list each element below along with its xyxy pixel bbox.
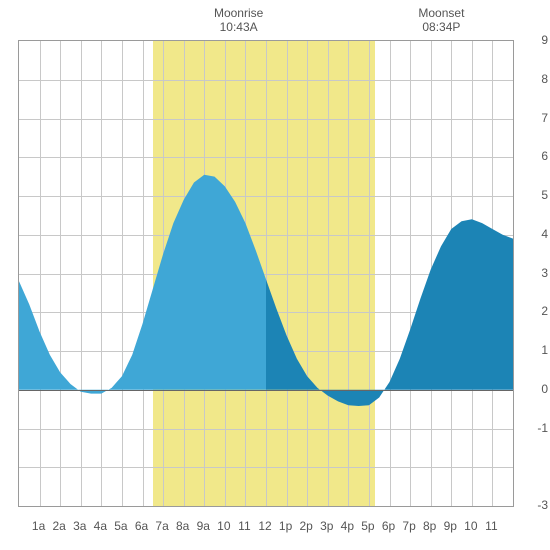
- moonrise-time: 10:43A: [220, 20, 258, 34]
- y-tick-label: 4: [541, 227, 548, 241]
- y-tick-label: 7: [541, 111, 548, 125]
- x-tick-label: 7p: [402, 519, 415, 533]
- x-tick-label: 9p: [444, 519, 457, 533]
- x-tick-label: 10: [217, 519, 230, 533]
- y-tick-label: 9: [541, 33, 548, 47]
- x-tick-label: 5a: [114, 519, 127, 533]
- x-tick-label: 1a: [32, 519, 45, 533]
- x-tick-label: 11: [485, 519, 497, 533]
- tide-curve: [19, 41, 513, 506]
- x-tick-label: 3a: [73, 519, 86, 533]
- y-tick-label: 8: [541, 72, 548, 86]
- y-tick-label: -3: [537, 498, 548, 512]
- moonrise-title: Moonrise: [214, 6, 263, 20]
- y-tick-label: -1: [537, 421, 548, 435]
- y-tick-label: 6: [541, 149, 548, 163]
- y-tick-label: 0: [541, 382, 548, 396]
- x-tick-label: 4p: [341, 519, 354, 533]
- y-axis-labels: -3-10123456789: [518, 40, 548, 505]
- moonset-time: 08:34P: [422, 20, 460, 34]
- x-tick-label: 6a: [135, 519, 148, 533]
- x-tick-label: 4a: [94, 519, 107, 533]
- x-tick-label: 8a: [176, 519, 189, 533]
- moonrise-label: Moonrise 10:43A: [214, 6, 263, 35]
- y-tick-label: 3: [541, 266, 548, 280]
- plot-area: [18, 40, 514, 507]
- x-tick-label: 8p: [423, 519, 436, 533]
- x-tick-label: 6p: [382, 519, 395, 533]
- moonset-title: Moonset: [418, 6, 464, 20]
- y-tick-label: 2: [541, 304, 548, 318]
- header-labels: Moonrise 10:43A Moonset 08:34P: [0, 0, 550, 40]
- y-tick-label: 5: [541, 188, 548, 202]
- x-tick-label: 12: [258, 519, 271, 533]
- x-tick-label: 2p: [299, 519, 312, 533]
- x-tick-label: 11: [238, 519, 250, 533]
- tide-moon-chart: Moonrise 10:43A Moonset 08:34P -3-101234…: [0, 0, 550, 550]
- y-tick-label: 1: [541, 343, 548, 357]
- moonset-label: Moonset 08:34P: [418, 6, 464, 35]
- x-tick-label: 3p: [320, 519, 333, 533]
- x-tick-label: 2a: [52, 519, 65, 533]
- x-tick-label: 5p: [361, 519, 374, 533]
- zero-line: [19, 390, 513, 391]
- x-tick-label: 10: [464, 519, 477, 533]
- x-tick-label: 7a: [155, 519, 168, 533]
- x-tick-label: 1p: [279, 519, 292, 533]
- x-tick-label: 9a: [197, 519, 210, 533]
